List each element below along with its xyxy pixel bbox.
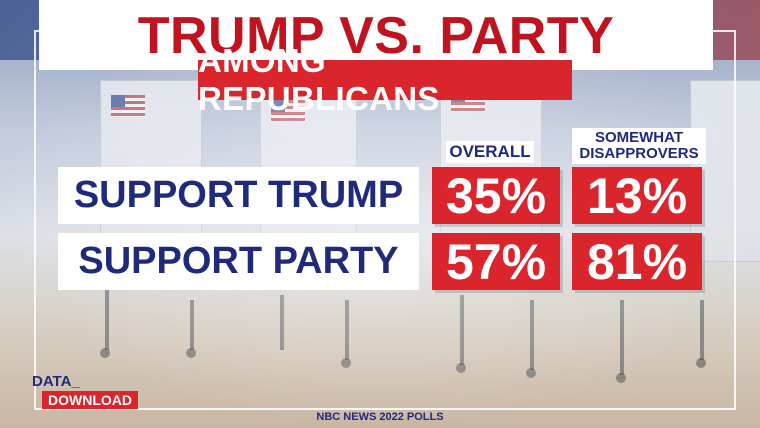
row-label-support-party: SUPPORT PARTY (58, 233, 419, 290)
row-label-text: SUPPORT TRUMP (73, 174, 404, 216)
logo-download: DOWNLOAD (42, 391, 138, 409)
subtitle-banner: AMONG REPUBLICANS (198, 42, 572, 117)
column-header-somewhat-line2: DISAPPROVERS (579, 145, 699, 162)
title-banner: TRUMP VS. PARTY (39, 0, 713, 70)
column-header-overall-label: OVERALL (449, 142, 531, 161)
row-label-support-trump: SUPPORT TRUMP (58, 167, 419, 224)
value-support-party-somewhat: 81% (572, 233, 702, 290)
value-support-party-overall: 57% (432, 233, 560, 290)
column-header-overall: OVERALL (446, 141, 534, 163)
logo-data-text: DATA (32, 373, 72, 390)
subtitle: AMONG REPUBLICANS (198, 42, 440, 117)
source-caption: NBC NEWS 2022 POLLS (316, 411, 444, 423)
page-title: TRUMP VS. PARTY (137, 7, 615, 65)
column-header-somewhat-line1: SOMEWHAT (594, 129, 684, 146)
value-support-trump-overall: 35% (432, 167, 560, 224)
flag-icon (271, 100, 305, 122)
value-support-trump-somewhat: 13% (572, 167, 702, 224)
flag-icon (111, 95, 145, 117)
logo-data: DATA_ (32, 373, 80, 390)
column-header-somewhat-disapprovers: SOMEWHAT DISAPPROVERS (572, 128, 706, 164)
row-label-text: SUPPORT PARTY (78, 240, 399, 282)
